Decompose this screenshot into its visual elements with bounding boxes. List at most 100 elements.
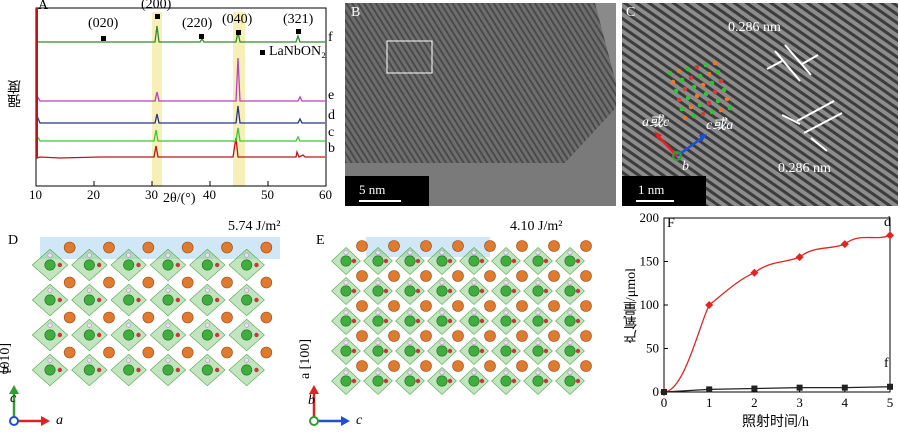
atom-n — [535, 250, 541, 256]
atom-nb — [372, 285, 384, 297]
atom-n — [165, 287, 171, 293]
xrd-xlabel: 2θ/(°) — [163, 191, 196, 206]
atom-la — [516, 270, 528, 282]
peak-label-040: (040) — [222, 12, 253, 27]
xrd-curve-c — [36, 127, 325, 142]
atom-nb — [404, 375, 416, 387]
peak-marker-321 — [296, 29, 301, 34]
atom-o — [415, 318, 421, 324]
atom-o — [136, 262, 141, 268]
atom-o — [57, 297, 63, 303]
atom-la — [548, 240, 560, 252]
atom-dot — [715, 69, 721, 75]
atom-nb — [500, 315, 512, 327]
curve-label-c: c — [328, 125, 335, 140]
atom-la — [356, 300, 368, 312]
atom-la — [356, 360, 368, 372]
atom-n — [343, 250, 349, 256]
atom-nb — [532, 375, 544, 387]
atom-dot — [688, 75, 694, 81]
atom-o — [175, 332, 181, 338]
atom-la — [420, 270, 432, 282]
atom-o — [351, 318, 357, 324]
atom-o — [447, 378, 453, 384]
atom-nb — [340, 375, 352, 387]
atom-o — [254, 367, 259, 373]
atom-nb — [123, 329, 135, 341]
atom-o — [447, 258, 453, 264]
atom-o — [214, 367, 220, 373]
atom-o — [254, 262, 259, 268]
atom-la — [221, 311, 233, 324]
chart-f-xlabel: 照射时间/h — [742, 415, 809, 430]
d-spacing-marker-top — [766, 44, 819, 82]
panel-c-letter: C — [626, 5, 636, 20]
atom-dot — [697, 102, 703, 108]
axis-c-label-d: c — [10, 391, 17, 406]
atom-nb — [83, 294, 95, 306]
atom-la — [63, 311, 76, 324]
atom-n — [86, 252, 92, 258]
atom-la — [103, 241, 115, 254]
atom-dot — [706, 71, 712, 77]
atom-nb — [404, 345, 416, 357]
atom-n — [204, 322, 210, 328]
atom-o — [479, 348, 485, 354]
atom-la — [516, 300, 528, 312]
y-tick-label: 50 — [646, 341, 659, 356]
atom-la — [420, 330, 432, 342]
atom-n — [204, 287, 210, 293]
surface-energy-e: 4.10 J/m² — [510, 219, 563, 234]
xrd-curve-b — [36, 137, 325, 159]
tem-image-b — [345, 3, 616, 206]
peak-marker-200 — [155, 14, 160, 19]
atom-n — [439, 370, 445, 376]
atom-o — [383, 378, 389, 384]
tem-b-scale-label: 5 nm — [359, 182, 386, 197]
atom-n — [407, 280, 413, 286]
atom-dot — [694, 64, 700, 70]
atom-dot — [709, 109, 715, 115]
atom-nb — [123, 364, 135, 376]
atom-dot — [679, 106, 685, 112]
xrd-chart — [35, 7, 327, 187]
peak-label-220: (220) — [182, 16, 213, 31]
atom-nb — [162, 364, 174, 376]
atom-la — [181, 311, 194, 324]
atom-dot — [673, 88, 679, 94]
atom-la — [580, 360, 592, 372]
atom-n — [375, 280, 381, 286]
atom-n — [244, 322, 250, 328]
panel-d-letter: D — [8, 233, 19, 248]
atom-la — [548, 330, 560, 342]
atom-nb — [340, 255, 352, 267]
atom-n — [343, 310, 349, 316]
atom-o — [447, 288, 453, 294]
axis-c-label-e: c — [356, 413, 363, 428]
atom-nb — [241, 259, 253, 271]
atom-dot — [700, 111, 706, 117]
atom-n — [471, 340, 477, 346]
atom-la — [103, 276, 115, 289]
xrd-curve-d — [36, 105, 325, 124]
xrd-xtick-50: 50 — [261, 187, 274, 202]
atom-dot — [703, 91, 709, 97]
atom-dot — [712, 60, 718, 66]
atom-o — [575, 288, 581, 294]
atom-nb — [404, 285, 416, 297]
atom-o — [383, 258, 389, 264]
atom-la — [388, 330, 400, 342]
atom-la — [548, 300, 560, 312]
atom-o — [136, 332, 141, 338]
d-spacing-label-top: 0.286 nm — [728, 20, 781, 35]
atom-n — [244, 252, 250, 258]
panel-f-letter: F — [667, 216, 675, 231]
peak-marker-020 — [101, 36, 106, 41]
tem-b-roi-box — [386, 40, 433, 74]
atom-dot — [670, 79, 676, 85]
atom-la — [580, 300, 592, 312]
atom-la — [260, 241, 273, 254]
panel-c-hrtem: C 0.286 nm 0.286 nm a或c c或a b 1 nm — [622, 3, 898, 206]
surface-energy-d: 5.74 J/m² — [228, 219, 281, 234]
atom-dot — [721, 87, 727, 93]
